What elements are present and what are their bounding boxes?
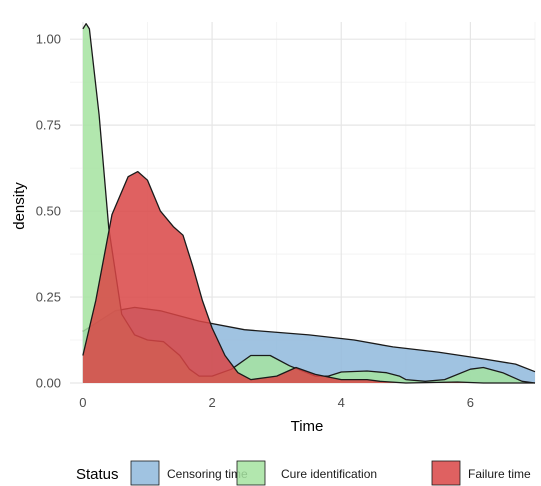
x-tick-label: 0 (79, 395, 86, 410)
y-tick-label: 0.25 (36, 290, 61, 305)
y-tick-label: 1.00 (36, 32, 61, 47)
legend-title: Status (76, 466, 119, 483)
x-tick-label: 2 (208, 395, 215, 410)
legend-label-cure-identification: Cure identification (281, 467, 377, 481)
y-tick-labels: 0.00 0.25 0.50 0.75 1.00 (36, 32, 61, 391)
legend-key-cure-identification (236, 460, 266, 486)
y-tick-label: 0.00 (36, 376, 61, 391)
y-tick-label: 0.50 (36, 204, 61, 219)
legend-key-failure-time (431, 460, 461, 486)
x-tick-labels: 0 2 4 6 (79, 395, 474, 410)
x-tick-label: 4 (338, 395, 345, 410)
x-axis-title: Time (291, 418, 324, 435)
legend-label-censoring-time: Censoring time (167, 467, 248, 481)
y-tick-label: 0.75 (36, 118, 61, 133)
area-failure-time (82, 171, 536, 383)
x-tick-label: 6 (467, 395, 474, 410)
line-failure-time (82, 170, 535, 384)
legend-key-censoring-time (130, 460, 160, 486)
density-areas (82, 23, 536, 384)
y-axis-title: density (11, 182, 28, 230)
legend-label-failure-time: Failure time (468, 467, 531, 481)
legend: Status Censoring time Cure identification… (76, 460, 531, 486)
